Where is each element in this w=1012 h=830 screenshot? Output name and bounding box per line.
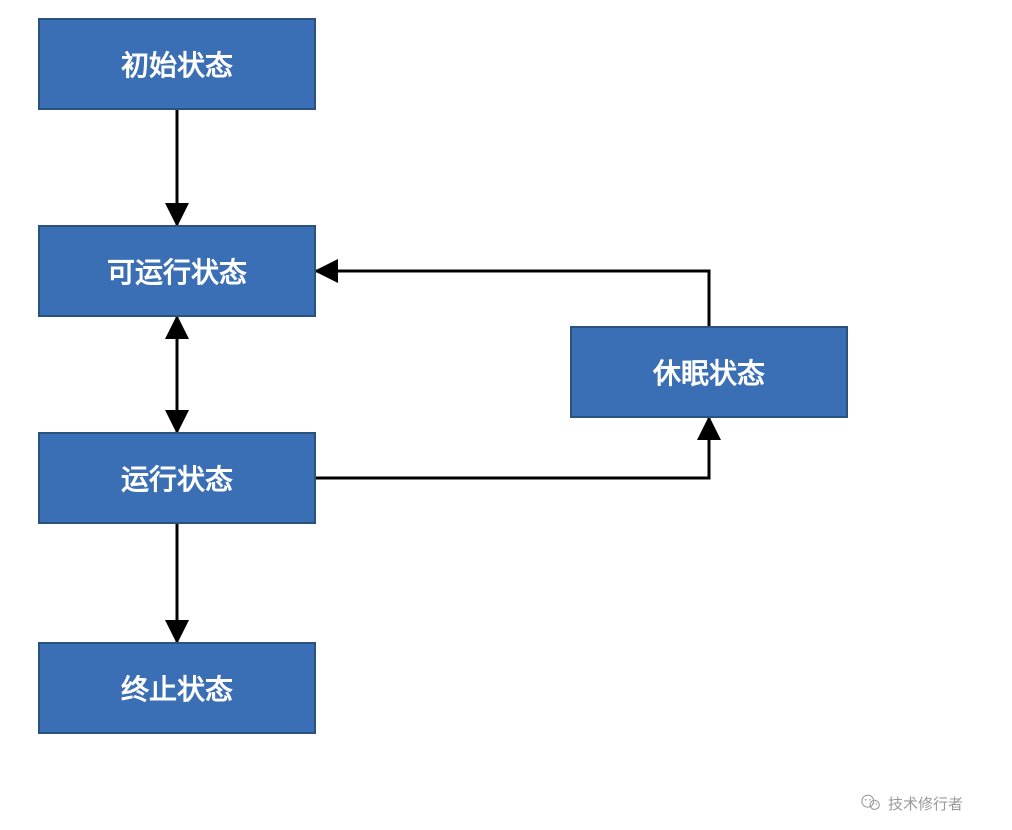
edge-sleeping-runnable bbox=[316, 271, 709, 326]
edge-running-sleeping bbox=[316, 418, 709, 478]
watermark: 技术修行者 bbox=[860, 792, 963, 814]
node-sleeping: 休眠状态 bbox=[570, 326, 848, 418]
node-initial: 初始状态 bbox=[38, 18, 316, 110]
wechat-icon bbox=[860, 792, 882, 814]
watermark-label: 技术修行者 bbox=[888, 793, 963, 814]
node-runnable: 可运行状态 bbox=[38, 225, 316, 317]
node-terminated: 终止状态 bbox=[38, 642, 316, 734]
node-running: 运行状态 bbox=[38, 432, 316, 524]
